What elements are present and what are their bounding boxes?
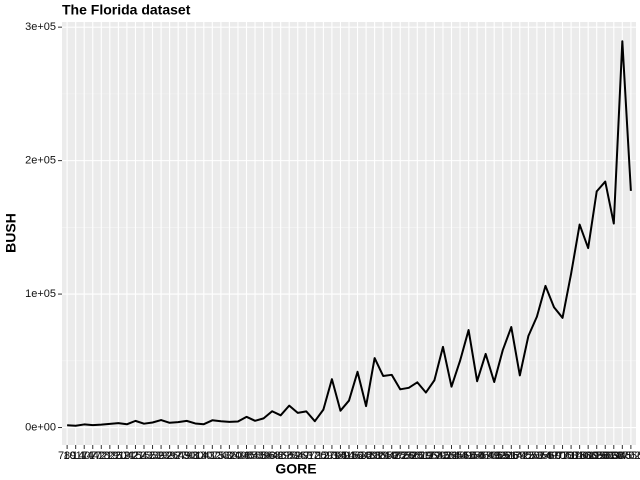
x-tick-label: 107680 [561, 450, 598, 462]
x-tick-label: 29645 [419, 450, 450, 462]
x-tick-label: 9735 [303, 450, 327, 462]
x-tick-label: 6952 [277, 450, 301, 462]
x-tick-label: 1722 [89, 450, 113, 462]
x-tick-label: 3075 [200, 450, 224, 462]
x-tick-label: 74977 [539, 450, 570, 462]
x-tick-label: 59174 [496, 450, 527, 462]
y-tick-label: 1e+05 [25, 288, 56, 300]
x-tick-label: 12795 [317, 450, 348, 462]
x-tick-label: 166581 [578, 450, 615, 462]
x-tick-label: 19769 [385, 450, 416, 462]
x-tick-label: 36555 [445, 450, 476, 462]
x-tick-label: 69550 [513, 450, 544, 462]
y-axis-title: BUSH [3, 213, 19, 253]
x-tick-label: 3014 [183, 450, 207, 462]
x-tick-label: 1017 [63, 450, 87, 462]
y-tick-label: 2e+05 [25, 155, 56, 167]
x-tick-label: 16924 [359, 450, 390, 462]
x-tick-label: 2392 [149, 450, 173, 462]
x-tick-label: 6868 [268, 450, 292, 462]
x-tick-label: 2042 [115, 450, 139, 462]
x-tick-label: 40958 [453, 450, 484, 462]
x-tick-label: 3320 [217, 450, 241, 462]
x-tick-label: 3240 [209, 450, 233, 462]
x-tick-label: 4084 [234, 450, 258, 462]
x-tick-label: 2798 [174, 450, 198, 462]
x-tick-label: 4588 [243, 450, 267, 462]
x-tick-label: 1407 [72, 450, 96, 462]
y-tick-label: 3e+05 [25, 21, 56, 33]
x-tick-label: 12091 [308, 450, 339, 462]
x-tick-label: 1910 [106, 450, 130, 462]
x-tick-label: 97318 [556, 450, 587, 462]
x-tick-label: 268945 [595, 450, 632, 462]
x-tick-label: 25525 [393, 450, 424, 462]
x-axis-title: GORE [275, 461, 316, 477]
x-tick-label: 2154 [123, 450, 147, 462]
x-tick-label: 789 [58, 450, 76, 462]
x-tick-label: 328702 [604, 450, 640, 462]
x-tick-label: 2155 [132, 450, 156, 462]
x-tick-label: 41559 [462, 450, 493, 462]
x-tick-label: 5398 [251, 450, 275, 462]
x-tick-label: 14632 [342, 450, 373, 462]
x-tick-label: 73560 [530, 450, 561, 462]
x-tick-label: 2339 [140, 450, 164, 462]
x-tick-label: 32644 [436, 450, 467, 462]
x-tick-label: 1826 [98, 450, 122, 462]
x-tick-label: 18850 [368, 450, 399, 462]
x-tick-label: 72854 [522, 450, 553, 462]
x-tick-label: 140115 [570, 450, 606, 462]
chart-title: The Florida dataset [62, 2, 191, 18]
x-tick-label: 47365 [479, 450, 510, 462]
x-tick-label: 97063 [547, 450, 578, 462]
x-tick-label: 3041 [192, 450, 216, 462]
data-line [67, 40, 632, 427]
x-tick-label: 19482 [376, 450, 407, 462]
x-tick-label: 2397 [157, 450, 181, 462]
x-tick-label: 5642 [260, 450, 284, 462]
x-tick-label: 9637 [294, 450, 318, 462]
x-tick-label: 3838 [226, 450, 250, 462]
x-tick-label: 29921 [428, 450, 459, 462]
x-tick-label: 16483 [351, 450, 382, 462]
x-tick-label: 199660 [587, 450, 624, 462]
x-tick-label: 14152 [334, 450, 365, 462]
x-tick-label: 28177 [411, 450, 442, 462]
x-tick-label: 7047 [286, 450, 310, 462]
x-tick-label: 44648 [470, 450, 501, 462]
x-tick-label: 13891 [325, 450, 356, 462]
x-tick-label: 386561 [613, 450, 640, 462]
x-tick-label: 1442 [81, 450, 105, 462]
x-tick-label: 26619 [402, 450, 433, 462]
x-tick-label: 2649 [166, 450, 190, 462]
x-tick-label: 61425 [505, 450, 536, 462]
y-tick-label: 0e+00 [25, 421, 56, 433]
x-tick-label: 49226 [487, 450, 518, 462]
